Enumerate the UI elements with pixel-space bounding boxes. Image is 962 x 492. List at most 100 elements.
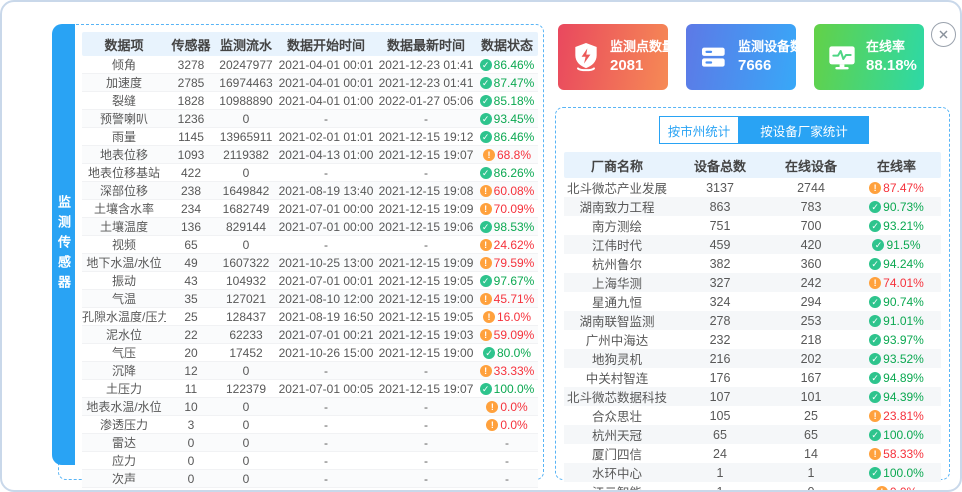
cell-start-time: 2021-10-25 13:00 (278, 255, 374, 270)
table-row: 中关村智连 176 167 ✓ 94.89% (564, 368, 941, 387)
status-percentage: 91.01% (883, 313, 924, 328)
cell-data-item: 次声 (111, 472, 136, 486)
card-label: 监测设备数 (738, 39, 804, 55)
table-row: 土压力 11 122379 2021-07-01 00:05 2021-12-1… (82, 380, 538, 398)
cell-sensor-count: 12 (184, 363, 198, 378)
table-row: 振动 43 104932 2021-07-01 00:01 2021-12-15… (82, 272, 538, 290)
server-icon (702, 47, 725, 67)
cell-device-total: 1 (716, 465, 724, 480)
status-icon: ! (479, 202, 492, 215)
status-percentage: 74.01% (883, 275, 924, 290)
cell-latest-time: - (424, 417, 428, 432)
status-percentage: 33.33% (493, 363, 535, 378)
table-row: 气压 20 17452 2021-10-26 15:00 2021-12-15 … (82, 344, 538, 362)
table-row: 江伟时代 459 420 ✓ 91.5% (564, 235, 941, 254)
status-cell: ! 33.33% (476, 364, 538, 378)
status-icon: ✓ (869, 466, 882, 479)
column-header-item: 数据项 (104, 37, 144, 53)
status-cell: ! 45.71% (476, 292, 538, 306)
status-icon: ✓ (479, 166, 492, 179)
cell-latest-time: 2021-12-15 19:05 (378, 273, 474, 288)
cell-device-total: 863 (709, 199, 731, 214)
cell-vendor-name: 杭州鲁尔 (591, 258, 642, 272)
cell-flow-count: 128437 (225, 309, 267, 324)
status-percentage: 86.46% (493, 57, 535, 72)
tab-by-vendor[interactable]: 按设备厂家统计 (739, 116, 869, 144)
cell-flow-count: 1607322 (222, 255, 270, 270)
status-percentage: 100.0% (883, 465, 924, 480)
table-row: 湖南联智监测 278 253 ✓ 91.01% (564, 311, 941, 330)
cell-sensor-count: 22 (184, 327, 198, 342)
status-icon: ! (869, 276, 882, 289)
vendor-stats-panel: 按市州统计 按设备厂家统计 厂商名称 设备总数 在线设备 在线率 北斗微芯产业发… (555, 107, 950, 490)
cell-latest-time: - (376, 490, 476, 491)
card-value: 7666 (738, 56, 772, 74)
status-percentage: 85.18% (493, 93, 535, 108)
cell-data-item: 地声 (82, 488, 166, 490)
cell-flow-count: 104932 (225, 273, 267, 288)
cell-latest-time: 2021-12-15 19:05 (378, 309, 474, 324)
cell-latest-time: 2021-12-15 19:07 (378, 147, 474, 162)
cell-online-devices: 167 (800, 370, 822, 385)
cell-start-time: 2021-08-19 13:40 (278, 183, 374, 198)
cell-flow-count: 122379 (225, 381, 267, 396)
cell-sensor-count: 1145 (178, 129, 204, 144)
status-icon: ✓ (869, 257, 882, 270)
cell-sensor-count: 20 (184, 345, 198, 360)
cell-data-item: 裂缝 (111, 94, 136, 108)
cell-start-time: 2021-04-01 00:01 (278, 75, 374, 90)
cell-online-devices: 25 (804, 408, 818, 423)
status-icon: ✓ (479, 130, 492, 143)
sensor-panel-title-bar: 监测传感器 (52, 24, 75, 465)
status-cell: ✓ 86.46% (476, 58, 538, 72)
table-row: 杭州天冠 65 65 ✓ 100.0% (564, 425, 941, 444)
card-device-count: 监测设备数 7666 (686, 24, 803, 90)
cell-flow-count: 62233 (229, 327, 263, 342)
tab-by-city[interactable]: 按市州统计 (659, 116, 739, 144)
table-row: 水环中心 1 1 ✓ 100.0% (564, 463, 941, 482)
cell-sensor-count: 43 (184, 273, 198, 288)
cell-vendor-name: 合众思壮 (591, 410, 642, 424)
status-cell: ✓ 80.0% (476, 346, 538, 360)
cell-data-item: 倾角 (111, 58, 136, 72)
cell-start-time: 2021-04-01 01:00 (278, 93, 374, 108)
status-icon: ✓ (869, 295, 882, 308)
cell-device-total: 232 (709, 332, 731, 347)
cell-flow-count: 2119382 (223, 147, 269, 162)
status-icon: ✓ (479, 94, 492, 107)
status-cell: ✓ 93.52% (852, 352, 941, 366)
status-percentage: 94.39% (883, 389, 924, 404)
status-cell: ! 58.33% (852, 447, 941, 461)
card-label: 在线率 (866, 39, 906, 55)
status-cell: ! 68.8% (476, 148, 538, 162)
table-row: 地表位移 1093 2119382 2021-04-13 01:00 2021-… (82, 146, 538, 164)
cell-device-total: 24 (713, 446, 727, 461)
cell-start-time: 2021-08-19 16:50 (278, 309, 374, 324)
table-row: 加速度 2785 16974463 2021-04-01 00:01 2021-… (82, 74, 538, 92)
cell-sensor-count: 1093 (177, 147, 205, 162)
cell-sensor-count: 3 (187, 417, 195, 432)
table-row: 孔隙水温度/压力 25 128437 2021-08-19 16:50 2021… (82, 308, 538, 326)
status-icon: ✓ (479, 274, 492, 287)
status-cell: ✓ 94.39% (852, 390, 941, 404)
table-row: 土壤含水率 234 1682749 2021-07-01 00:00 2021-… (82, 200, 538, 218)
cell-device-total: 327 (709, 275, 731, 290)
status-percentage: 0.0% (500, 417, 528, 432)
close-button[interactable] (931, 22, 956, 47)
table-row: 星通九恒 324 294 ✓ 90.74% (564, 292, 941, 311)
cell-vendor-name: 湖南致力工程 (579, 201, 655, 215)
status-icon: ! (875, 485, 888, 490)
cell-data-item: 土壤含水率 (93, 202, 154, 216)
cell-flow-count: 13965911 (219, 129, 273, 144)
cell-latest-time: - (424, 165, 428, 180)
table-row: 裂缝 1828 10988890 2021-04-01 01:00 2022-0… (82, 92, 538, 110)
cell-online-devices: 242 (800, 275, 822, 290)
cell-data-item: 地下水温/水位 (86, 256, 162, 270)
cell-latest-time: 2021-12-15 19:09 (378, 201, 474, 216)
stats-tabs: 按市州统计 按设备厂家统计 (659, 116, 869, 144)
table-row: 泥水位 22 62233 2021-07-01 00:21 2021-12-15… (82, 326, 538, 344)
status-icon: ! (479, 238, 492, 251)
table-row: 杭州鲁尔 382 360 ✓ 94.24% (564, 254, 941, 273)
cell-online-devices: 2744 (797, 180, 825, 195)
